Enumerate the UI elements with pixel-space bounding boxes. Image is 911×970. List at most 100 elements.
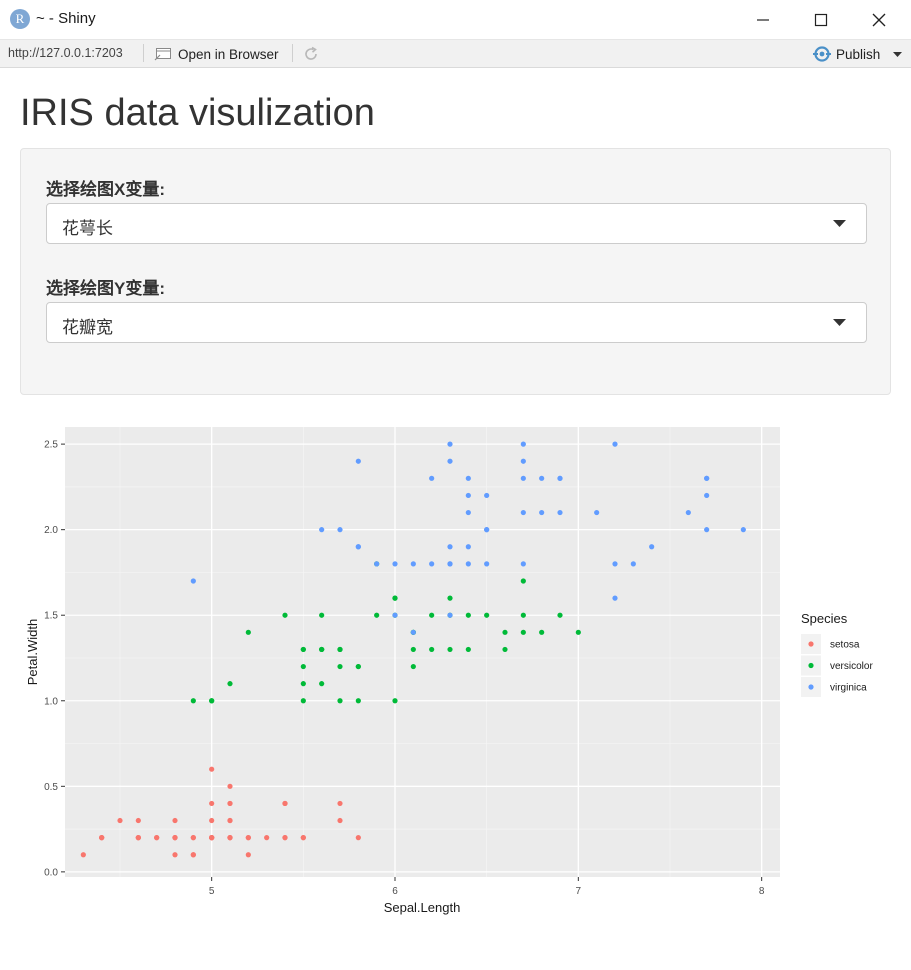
data-point-virginica	[520, 561, 526, 567]
close-button[interactable]	[851, 0, 909, 40]
data-point-virginica	[484, 527, 490, 533]
data-point-versicolor	[539, 629, 545, 635]
data-point-versicolor	[502, 629, 508, 635]
data-point-versicolor	[282, 612, 288, 618]
data-point-virginica	[685, 509, 691, 516]
x-tick-label: 6	[392, 886, 398, 897]
scatter-plot-svg: 5 6 7 8 0.0 0.5 1.0 1.5 2.0 2.5 Sepal.Length Peta…	[25, 427, 873, 915]
data-point-versicolor	[300, 681, 306, 687]
data-point-virginica	[704, 475, 710, 481]
data-point-versicolor	[337, 698, 343, 704]
data-point-setosa	[209, 835, 215, 841]
data-point-setosa	[190, 852, 196, 858]
data-point-virginica	[355, 544, 361, 550]
data-point-setosa	[227, 800, 233, 807]
viewer-toolbar: http://127.0.0.1:7203 Open in Browser Pu…	[0, 40, 911, 68]
data-point-setosa	[135, 817, 141, 824]
data-point-setosa	[135, 835, 141, 841]
y-tick-label: 1.5	[44, 611, 58, 622]
refresh-button[interactable]	[301, 44, 321, 69]
publish-label: Publish	[836, 47, 881, 62]
data-point-versicolor	[410, 663, 416, 670]
data-point-versicolor	[300, 663, 306, 670]
data-point-virginica	[447, 612, 453, 618]
data-point-setosa	[282, 800, 288, 807]
maximize-button[interactable]	[793, 0, 851, 40]
data-point-virginica	[539, 509, 545, 516]
data-point-versicolor	[447, 646, 453, 653]
maximize-icon	[814, 13, 828, 27]
legend: Species setosa versicolor virginica	[801, 611, 873, 697]
data-point-virginica	[429, 561, 435, 567]
dropdown-arrow-icon	[833, 319, 846, 326]
data-point-setosa	[172, 852, 178, 858]
publish-button[interactable]: Publish	[812, 44, 907, 64]
y-variable-label: 选择绘图Y变量:	[46, 279, 165, 298]
y-variable-select[interactable]: 花瓣宽	[46, 302, 867, 343]
data-point-virginica	[520, 441, 526, 447]
data-point-virginica	[649, 544, 655, 550]
data-point-virginica	[410, 629, 416, 635]
data-point-versicolor	[429, 646, 435, 653]
data-point-virginica	[447, 544, 453, 550]
data-point-virginica	[612, 561, 618, 567]
data-point-versicolor	[227, 681, 233, 687]
browser-window-icon	[154, 48, 171, 61]
y-axis-title: Petal.Width	[25, 619, 40, 685]
data-point-virginica	[447, 458, 453, 464]
data-point-versicolor	[520, 629, 526, 635]
x-axis-title: Sepal.Length	[384, 900, 461, 915]
data-point-virginica	[520, 509, 526, 516]
data-point-versicolor	[319, 681, 325, 687]
url-display[interactable]: http://127.0.0.1:7203	[8, 46, 123, 60]
data-point-virginica	[539, 475, 545, 481]
data-point-versicolor	[319, 646, 325, 653]
data-points	[80, 441, 746, 858]
close-icon	[872, 13, 886, 27]
data-point-virginica	[484, 492, 490, 499]
data-point-virginica	[465, 492, 471, 499]
x-variable-label: 选择绘图X变量:	[46, 180, 165, 199]
window-titlebar: R ~ - Shiny	[0, 0, 911, 40]
data-point-setosa	[245, 835, 251, 841]
data-point-virginica	[612, 595, 618, 601]
data-point-versicolor	[557, 612, 563, 618]
y-tick-label: 2.5	[44, 440, 58, 451]
data-point-virginica	[704, 492, 710, 499]
data-point-setosa	[209, 766, 215, 772]
legend-title: Species	[801, 611, 848, 626]
data-point-virginica	[465, 475, 471, 481]
data-point-virginica	[410, 561, 416, 567]
data-point-setosa	[337, 800, 343, 807]
x-variable-select[interactable]: 花萼长	[46, 203, 867, 244]
data-point-versicolor	[190, 698, 196, 704]
y-tick-label: 2.0	[44, 525, 58, 536]
data-point-versicolor	[484, 612, 490, 618]
data-point-setosa	[99, 835, 105, 841]
data-point-versicolor	[374, 612, 380, 618]
data-point-versicolor	[465, 646, 471, 653]
data-point-setosa	[227, 783, 233, 789]
data-point-versicolor	[245, 629, 251, 635]
x-tick-label: 8	[759, 886, 765, 897]
data-point-virginica	[557, 475, 563, 481]
sidebar-well: 选择绘图X变量: 花萼长 选择绘图Y变量: 花瓣宽	[20, 148, 891, 395]
minimize-button[interactable]	[735, 0, 793, 40]
data-point-virginica	[465, 561, 471, 567]
data-point-versicolor	[319, 612, 325, 618]
data-point-virginica	[612, 441, 618, 447]
data-point-versicolor	[465, 612, 471, 618]
y-tick-label: 0.0	[44, 867, 58, 878]
data-point-versicolor	[429, 612, 435, 618]
legend-label-virginica: virginica	[830, 683, 867, 694]
data-point-setosa	[80, 852, 86, 858]
data-point-versicolor	[337, 663, 343, 670]
x-variable-value: 花萼长	[62, 219, 113, 238]
scatter-plot: 5 6 7 8 0.0 0.5 1.0 1.5 2.0 2.5 Sepal.Length Peta…	[20, 400, 891, 925]
data-point-virginica	[520, 458, 526, 464]
data-point-setosa	[227, 835, 233, 841]
window-title: ~ - Shiny	[36, 10, 96, 27]
data-point-versicolor	[392, 698, 398, 704]
data-point-virginica	[374, 561, 380, 567]
x-tick-label: 7	[576, 886, 582, 897]
